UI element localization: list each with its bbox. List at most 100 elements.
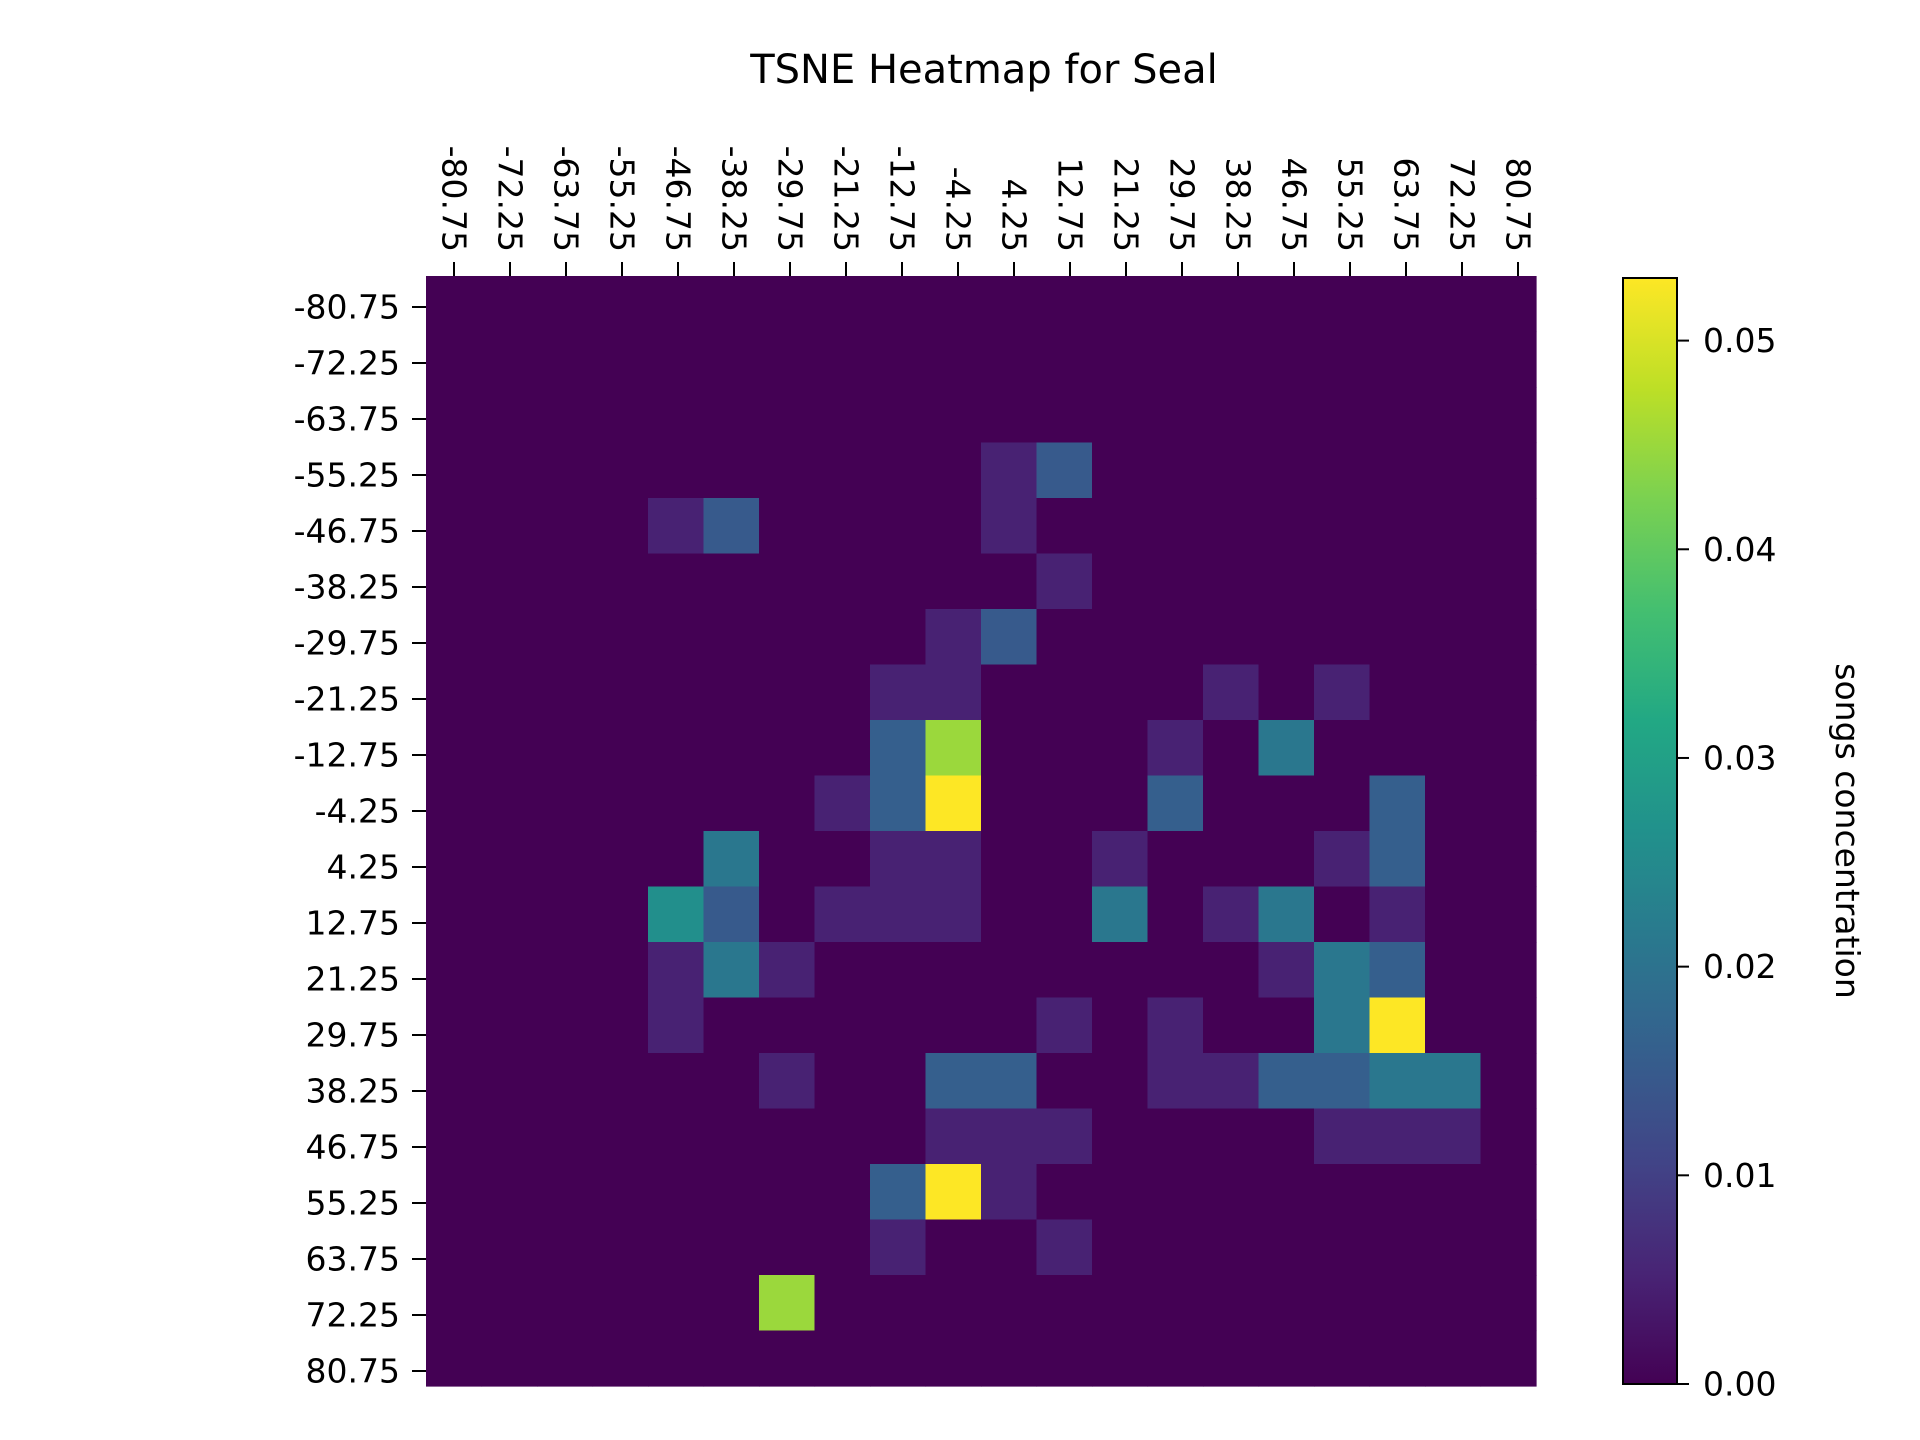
- heatmap-cell: [1369, 831, 1426, 888]
- heatmap-cell: [1036, 276, 1093, 333]
- heatmap-cell: [759, 1330, 816, 1387]
- heatmap-cell: [592, 1108, 649, 1165]
- heatmap-cell: [481, 553, 538, 610]
- heatmap-cell: [1314, 720, 1371, 777]
- heatmap-cell: [1480, 442, 1537, 499]
- heatmap-cell: [648, 997, 705, 1054]
- heatmap-cell: [592, 331, 649, 388]
- heatmap-cell: [759, 387, 816, 444]
- heatmap-cell: [703, 276, 760, 333]
- heatmap-cell: [1092, 942, 1149, 999]
- heatmap-cell: [1258, 664, 1315, 721]
- heatmap-cells: [426, 276, 1537, 1387]
- heatmap-cell: [537, 387, 594, 444]
- heatmap-cell: [870, 720, 927, 777]
- heatmap-cell: [592, 831, 649, 888]
- heatmap-cell: [1425, 831, 1482, 888]
- heatmap-cell: [1036, 609, 1093, 666]
- heatmap-cell: [1203, 1164, 1260, 1221]
- heatmap-cell: [981, 553, 1038, 610]
- heatmap-cell: [759, 886, 816, 943]
- heatmap-cell: [1314, 886, 1371, 943]
- heatmap-cell: [537, 1108, 594, 1165]
- heatmap-cell: [1314, 442, 1371, 499]
- heatmap-cell: [814, 1330, 871, 1387]
- heatmap-cell: [1147, 664, 1204, 721]
- heatmap-cell: [759, 609, 816, 666]
- heatmap-cell: [648, 498, 705, 555]
- heatmap-cell: [1369, 997, 1426, 1054]
- heatmap-cell: [981, 997, 1038, 1054]
- heatmap-cell: [759, 775, 816, 832]
- heatmap-cell: [759, 1164, 816, 1221]
- heatmap-cell: [1036, 442, 1093, 499]
- heatmap-cell: [1147, 775, 1204, 832]
- heatmap-cell: [1425, 442, 1482, 499]
- heatmap-cell: [1369, 1108, 1426, 1165]
- heatmap-cell: [1425, 1219, 1482, 1276]
- heatmap-cell: [537, 1219, 594, 1276]
- colorbar: 0.00 0.01 0.02 0.03 0.04 0.05 songs concentra…: [1622, 277, 1867, 1404]
- heatmap-cell: [1369, 775, 1426, 832]
- heatmap-cell: [925, 775, 982, 832]
- heatmap-cell: [1092, 1053, 1149, 1110]
- heatmap-cell: [1480, 553, 1537, 610]
- heatmap-cell: [1425, 387, 1482, 444]
- heatmap-cell: [648, 387, 705, 444]
- heatmap-cell: [814, 942, 871, 999]
- heatmap-cell: [1092, 1108, 1149, 1165]
- heatmap-cell: [814, 442, 871, 499]
- heatmap-cell: [1036, 1108, 1093, 1165]
- y-tick-label: -29.75: [294, 624, 400, 663]
- heatmap-cell: [814, 1275, 871, 1332]
- heatmap-cell: [1425, 1275, 1482, 1332]
- heatmap-cell: [481, 942, 538, 999]
- heatmap-cell: [1092, 331, 1149, 388]
- heatmap-cell: [981, 1164, 1038, 1221]
- heatmap-cell: [981, 498, 1038, 555]
- heatmap-cell: [1369, 664, 1426, 721]
- heatmap-cell: [1092, 831, 1149, 888]
- heatmap-cell: [426, 442, 483, 499]
- heatmap-cell: [703, 720, 760, 777]
- heatmap-cell: [1314, 498, 1371, 555]
- heatmap-cell: [1314, 1053, 1371, 1110]
- heatmap-cell: [1314, 1108, 1371, 1165]
- heatmap-cell: [925, 1053, 982, 1110]
- heatmap-cell: [537, 720, 594, 777]
- heatmap-cell: [1258, 553, 1315, 610]
- heatmap-cell: [703, 331, 760, 388]
- heatmap-cell: [1480, 1330, 1537, 1387]
- heatmap-cell: [1425, 1164, 1482, 1221]
- heatmap-cell: [1036, 664, 1093, 721]
- heatmap-cell: [814, 276, 871, 333]
- heatmap-cell: [759, 498, 816, 555]
- heatmap-cell: [1314, 664, 1371, 721]
- heatmap-cell: [870, 775, 927, 832]
- heatmap-cell: [481, 1164, 538, 1221]
- heatmap-cell: [592, 775, 649, 832]
- heatmap-cell: [703, 1275, 760, 1332]
- heatmap-cell: [537, 831, 594, 888]
- heatmap-cell: [426, 720, 483, 777]
- x-tick-label: 63.75: [1387, 158, 1426, 252]
- heatmap-cell: [1425, 1053, 1482, 1110]
- y-tick-label: -12.75: [294, 736, 400, 775]
- y-tick-label: -46.75: [294, 512, 400, 551]
- y-tick-label: 63.75: [306, 1240, 400, 1279]
- heatmap-cell: [981, 331, 1038, 388]
- heatmap-cell: [814, 1108, 871, 1165]
- heatmap-cell: [426, 609, 483, 666]
- heatmap-cell: [1369, 331, 1426, 388]
- x-tick-label: 4.25: [995, 179, 1034, 252]
- heatmap-cell: [426, 886, 483, 943]
- heatmap-cell: [648, 1330, 705, 1387]
- heatmap-cell: [426, 553, 483, 610]
- heatmap-cell: [481, 331, 538, 388]
- y-tick-label: 72.25: [306, 1296, 400, 1335]
- heatmap-cell: [1314, 1219, 1371, 1276]
- heatmap-cell: [1147, 1053, 1204, 1110]
- heatmap-cell: [1092, 886, 1149, 943]
- heatmap-cell: [981, 276, 1038, 333]
- heatmap-cell: [1369, 942, 1426, 999]
